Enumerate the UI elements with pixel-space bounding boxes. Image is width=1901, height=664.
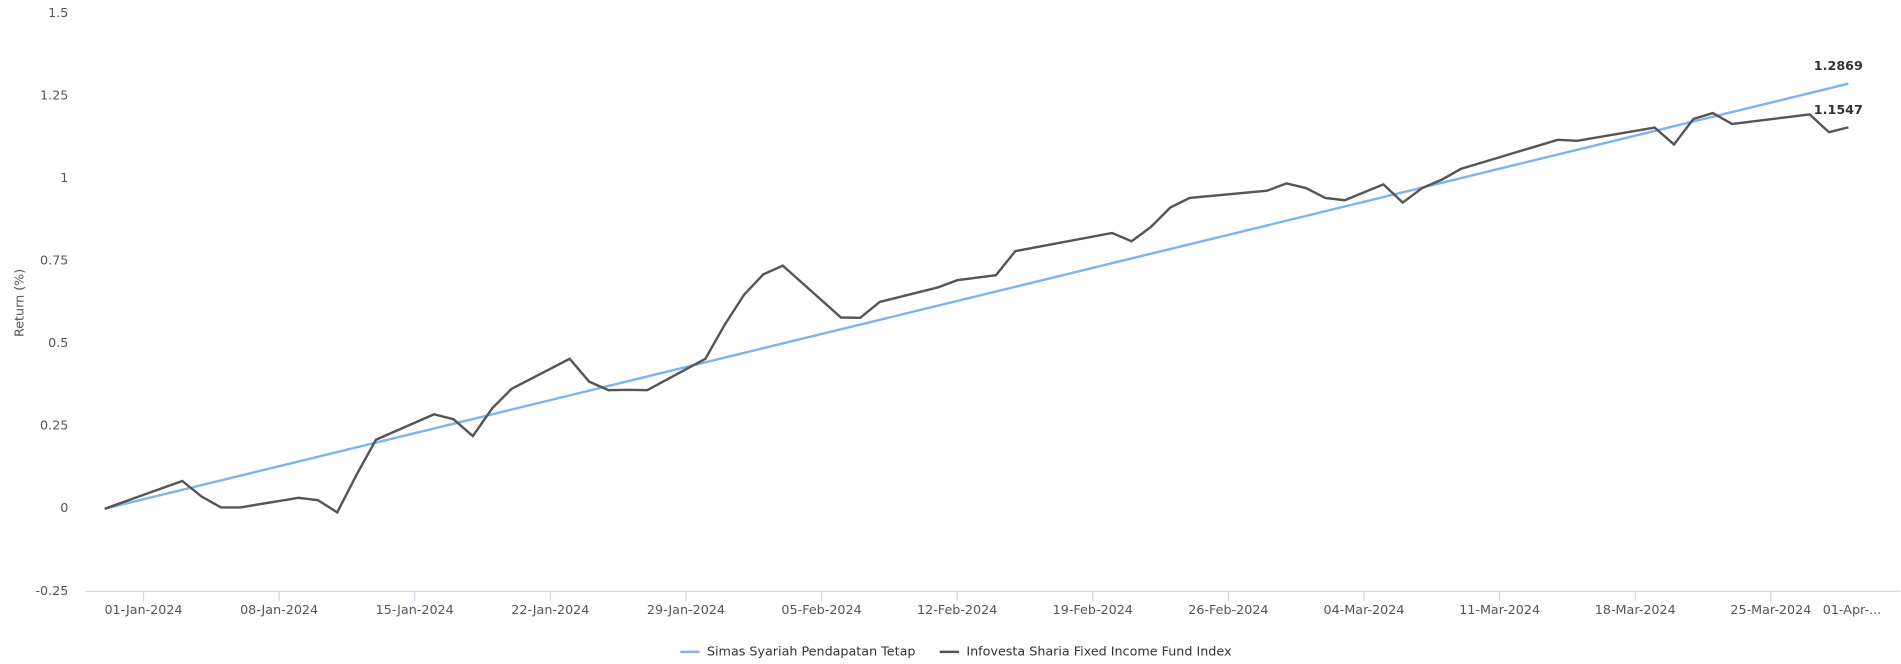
x-tick-label: 22-Jan-2024: [511, 602, 589, 617]
x-tick-label: 25-Mar-2024: [1730, 602, 1811, 617]
x-tick-label: 18-Mar-2024: [1595, 602, 1676, 617]
x-tick-label: 11-Mar-2024: [1459, 602, 1540, 617]
x-tick-label: 08-Jan-2024: [240, 602, 318, 617]
series-line: [104, 82, 1849, 510]
y-tick-label: 0.5: [48, 335, 68, 350]
x-tick-label: 15-Jan-2024: [376, 602, 454, 617]
y-tick-label: 0.25: [40, 418, 68, 433]
x-tick-label: 19-Feb-2024: [1053, 602, 1133, 617]
x-tick-label: 29-Jan-2024: [647, 602, 725, 617]
y-tick-label: 1.5: [48, 5, 68, 20]
x-tick-label: 01-Jan-2024: [104, 602, 182, 617]
legend-label: Infovesta Sharia Fixed Income Fund Index: [966, 643, 1232, 658]
x-tick-label: 05-Feb-2024: [781, 602, 861, 617]
y-tick-label: 1.25: [40, 87, 68, 102]
y-tick-label: 0.75: [40, 253, 68, 268]
y-tick-label: 1: [60, 170, 68, 185]
data-label: 1.1547: [1814, 102, 1863, 117]
data-label: 1.2869: [1814, 58, 1863, 73]
legend-label: Simas Syariah Pendapatan Tetap: [707, 643, 916, 658]
x-tick-label: 04-Mar-2024: [1324, 602, 1405, 617]
y-tick-label: 0: [60, 500, 68, 515]
x-tick-label: 26-Feb-2024: [1188, 602, 1268, 617]
series-line: [104, 111, 1849, 515]
y-axis-title: Return (%): [11, 269, 26, 337]
x-tick-label: 01-Apr-...: [1823, 602, 1881, 617]
x-tick-label: 12-Feb-2024: [917, 602, 997, 617]
y-tick-label: -0.25: [35, 583, 68, 598]
